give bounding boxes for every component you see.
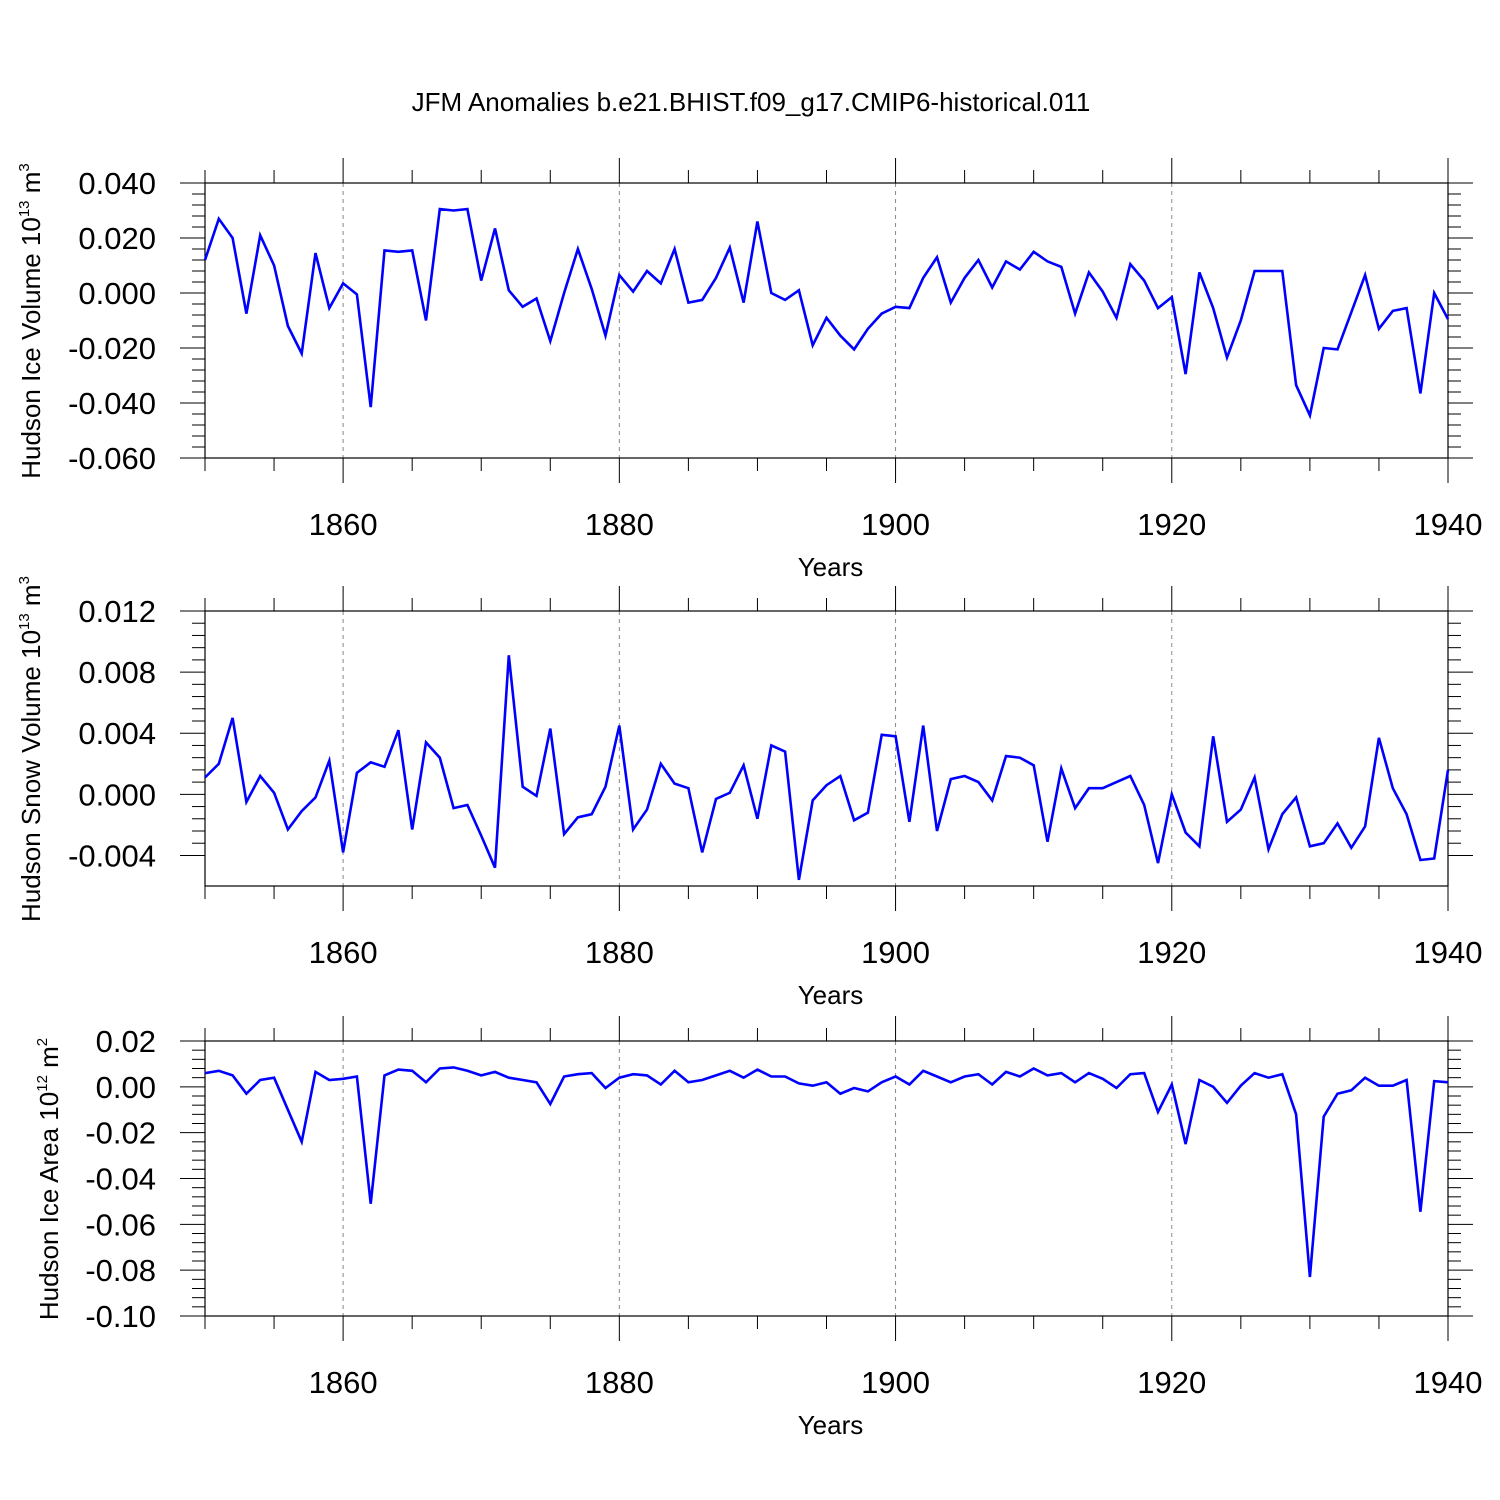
x-tick-label: 1900	[861, 935, 930, 970]
y-tick-label: -0.020	[68, 331, 156, 366]
x-tick-label: 1940	[1414, 935, 1483, 970]
x-tick-label: 1880	[585, 935, 654, 970]
series-line	[204, 1066, 1449, 1278]
x-axis-title: Years	[798, 980, 864, 1010]
y-tick-label: 0.02	[96, 1024, 156, 1059]
y-tick-label: 0.000	[78, 276, 156, 311]
x-tick-label: 1900	[861, 1365, 930, 1400]
y-axis-title-exponent: 13	[16, 613, 33, 630]
y-tick-label: -0.040	[68, 386, 156, 421]
y-axis-title-unit-exponent: 3	[16, 576, 33, 584]
y-tick-label: 0.004	[78, 716, 156, 751]
y-axis-title-exponent: 13	[16, 200, 33, 217]
y-tick-label: -0.06	[85, 1207, 156, 1242]
y-tick-label: -0.02	[85, 1116, 156, 1151]
y-tick-label: 0.00	[96, 1070, 156, 1105]
y-axis-title: Hudson Ice Volume 1013 m3	[16, 163, 46, 479]
x-tick-label: 1860	[309, 507, 378, 542]
y-axis-title-main: Hudson Snow Volume 10	[16, 630, 46, 922]
x-tick-label: 1920	[1137, 1365, 1206, 1400]
y-tick-label: -0.08	[85, 1253, 156, 1288]
x-tick-label: 1860	[309, 935, 378, 970]
x-axis-title: Years	[798, 1410, 864, 1440]
x-tick-label: 1880	[585, 1365, 654, 1400]
x-tick-label: 1900	[861, 507, 930, 542]
y-tick-label: 0.012	[78, 594, 156, 629]
y-tick-label: 0.040	[78, 166, 156, 201]
y-tick-label: 0.000	[78, 777, 156, 812]
series-line	[203, 207, 1450, 420]
y-axis-title-main: Hudson Ice Area 10	[34, 1092, 64, 1320]
x-tick-label: 1920	[1137, 507, 1206, 542]
series-line	[204, 655, 1450, 881]
x-tick-label: 1880	[585, 507, 654, 542]
y-axis-title-unit: m	[16, 172, 46, 201]
y-tick-label: 0.020	[78, 221, 156, 256]
panel-ice-volume: 1860 1880 1900 1920 1940 Years -0.060 -0.040 -0.…	[16, 158, 1482, 582]
y-axis-title: Hudson Snow Volume 1013 m3	[16, 576, 46, 922]
y-axis-title-unit: m	[34, 1046, 64, 1075]
y-tick-label: -0.04	[85, 1162, 156, 1197]
y-axis-title-main: Hudson Ice Volume 10	[16, 217, 46, 479]
x-tick-label: 1920	[1137, 935, 1206, 970]
x-axis-title: Years	[798, 552, 864, 582]
y-axis-title-unit: m	[16, 584, 46, 613]
y-tick-label: -0.060	[68, 441, 156, 476]
y-tick-label: -0.10	[85, 1299, 156, 1334]
figure-title: JFM Anomalies b.e21.BHIST.f09_g17.CMIP6-…	[412, 87, 1091, 117]
x-tick-label: 1860	[309, 1365, 378, 1400]
x-tick-label: 1940	[1414, 1365, 1483, 1400]
y-axis-title-exponent: 12	[34, 1075, 51, 1092]
y-tick-label: -0.004	[68, 838, 156, 873]
y-axis-title-unit-exponent: 2	[34, 1038, 51, 1046]
panel-snow-volume: 1860 1880 1900 1920 1940 Years -0.004 0.000 0.00…	[16, 576, 1482, 1010]
x-tick-label: 1940	[1414, 507, 1483, 542]
panel-ice-area: 1860 1880 1900 1920 1940 Years -0.10 -0.08 -0.06…	[34, 1016, 1482, 1440]
y-tick-label: 0.008	[78, 655, 156, 690]
y-axis-title: Hudson Ice Area 1012 m2	[34, 1038, 64, 1320]
y-axis-title-unit-exponent: 3	[16, 163, 33, 171]
